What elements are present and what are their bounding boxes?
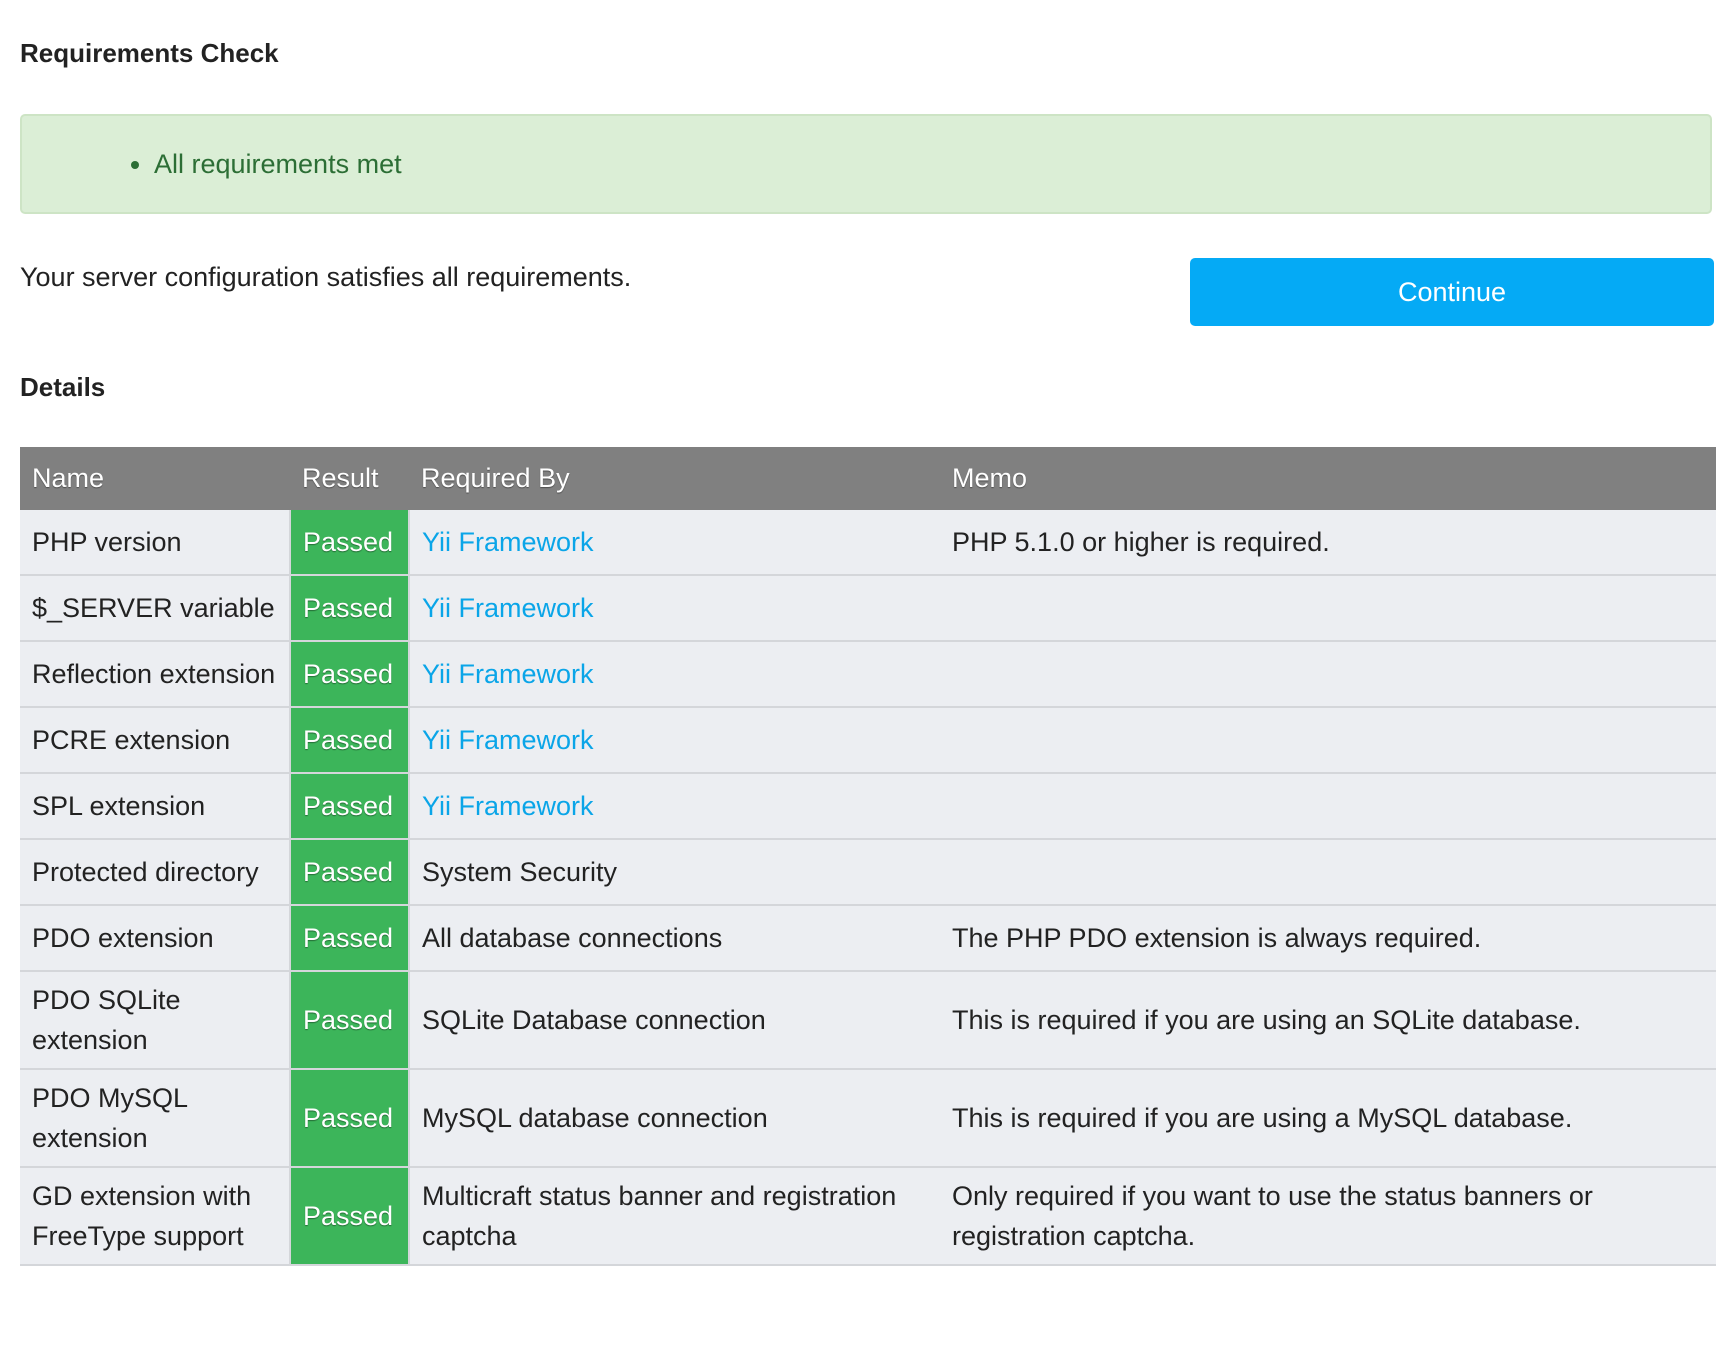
requirement-name: Reflection extension — [20, 641, 290, 708]
table-row: PDO SQLite extension Passed SQLite Datab… — [20, 971, 1716, 1070]
required-by-cell: Multicraft status banner and registratio… — [409, 1167, 940, 1266]
success-alert: All requirements met — [20, 114, 1712, 214]
table-row: Protected directory Passed System Securi… — [20, 839, 1716, 906]
required-by-text: All database connections — [422, 923, 723, 953]
required-by-link[interactable]: Yii Framework — [422, 593, 594, 623]
required-by-text: MySQL database connection — [422, 1103, 768, 1133]
requirement-name: PDO SQLite extension — [20, 971, 290, 1070]
requirement-name: GD extension with FreeType support — [20, 1167, 290, 1266]
memo: This is required if you are using an SQL… — [940, 971, 1716, 1070]
result-badge: Passed — [289, 905, 410, 972]
required-by-cell: Yii Framework — [409, 575, 940, 642]
result-badge: Passed — [289, 510, 410, 576]
result-badge: Passed — [289, 575, 410, 642]
required-by-link[interactable]: Yii Framework — [422, 527, 594, 557]
requirement-name: PDO MySQL extension — [20, 1069, 290, 1168]
required-by-cell: All database connections — [409, 905, 940, 972]
required-by-cell: Yii Framework — [409, 510, 940, 576]
header-name: Name — [20, 447, 290, 510]
table-header-row: Name Result Required By Memo — [20, 447, 1716, 510]
requirement-name: PHP version — [20, 510, 290, 576]
continue-button[interactable]: Continue — [1190, 258, 1714, 326]
requirement-name: SPL extension — [20, 773, 290, 840]
result-badge: Passed — [289, 707, 410, 774]
details-heading: Details — [20, 372, 106, 402]
memo: The PHP PDO extension is always required… — [940, 905, 1716, 972]
table-row: $_SERVER variable Passed Yii Framework — [20, 575, 1716, 642]
header-memo: Memo — [940, 447, 1716, 510]
required-by-cell: System Security — [409, 839, 940, 906]
required-by-cell: MySQL database connection — [409, 1069, 940, 1168]
required-by-text: System Security — [422, 857, 618, 887]
requirement-name: PDO extension — [20, 905, 290, 972]
requirement-name: $_SERVER variable — [20, 575, 290, 642]
requirement-name: PCRE extension — [20, 707, 290, 774]
header-required-by: Required By — [409, 447, 940, 510]
result-badge: Passed — [289, 971, 410, 1070]
memo — [940, 575, 1716, 642]
result-badge: Passed — [289, 1069, 410, 1168]
table-row: PHP version Passed Yii Framework PHP 5.1… — [20, 510, 1716, 576]
required-by-cell: SQLite Database connection — [409, 971, 940, 1070]
required-by-link[interactable]: Yii Framework — [422, 725, 594, 755]
required-by-link[interactable]: Yii Framework — [422, 659, 594, 689]
alert-item: All requirements met — [154, 149, 402, 180]
requirement-name: Protected directory — [20, 839, 290, 906]
memo: PHP 5.1.0 or higher is required. — [940, 510, 1716, 576]
memo — [940, 773, 1716, 840]
table-row: PDO MySQL extension Passed MySQL databas… — [20, 1069, 1716, 1168]
memo — [940, 707, 1716, 774]
table-row: PCRE extension Passed Yii Framework — [20, 707, 1716, 774]
result-badge: Passed — [289, 839, 410, 906]
required-by-cell: Yii Framework — [409, 773, 940, 840]
memo: Only required if you want to use the sta… — [940, 1167, 1716, 1266]
result-badge: Passed — [289, 773, 410, 840]
header-result: Result — [290, 447, 409, 510]
required-by-cell: Yii Framework — [409, 641, 940, 708]
page-title: Requirements Check — [20, 38, 279, 68]
memo: This is required if you are using a MySQ… — [940, 1069, 1716, 1168]
required-by-text: SQLite Database connection — [422, 1005, 766, 1035]
table-row: PDO extension Passed All database connec… — [20, 905, 1716, 972]
status-description: Your server configuration satisfies all … — [20, 262, 632, 292]
memo — [940, 839, 1716, 906]
required-by-cell: Yii Framework — [409, 707, 940, 774]
result-badge: Passed — [289, 1167, 410, 1266]
result-badge: Passed — [289, 641, 410, 708]
table-row: SPL extension Passed Yii Framework — [20, 773, 1716, 840]
requirements-table: Name Result Required By Memo PHP version… — [20, 447, 1716, 1266]
memo — [940, 641, 1716, 708]
table-row: GD extension with FreeType support Passe… — [20, 1167, 1716, 1266]
table-row: Reflection extension Passed Yii Framewor… — [20, 641, 1716, 708]
required-by-link[interactable]: Yii Framework — [422, 791, 594, 821]
required-by-text: Multicraft status banner and registratio… — [422, 1181, 897, 1251]
